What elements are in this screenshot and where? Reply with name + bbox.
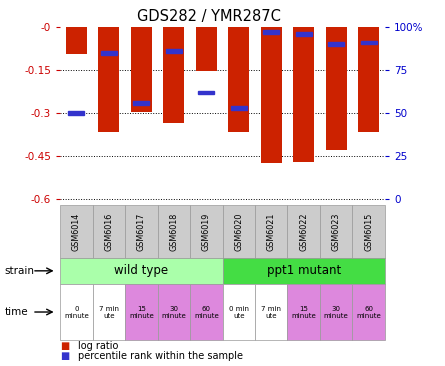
Text: 15
minute: 15 minute xyxy=(129,306,154,318)
Bar xyxy=(66,27,87,54)
Text: GSM6021: GSM6021 xyxy=(267,212,276,251)
Bar xyxy=(295,32,312,36)
Text: ppt1 mutant: ppt1 mutant xyxy=(267,264,341,277)
Bar xyxy=(98,27,119,132)
Bar xyxy=(263,30,279,34)
Bar xyxy=(261,27,282,163)
Text: 15
minute: 15 minute xyxy=(291,306,316,318)
Text: 0
minute: 0 minute xyxy=(64,306,89,318)
Bar xyxy=(133,101,150,105)
Text: 60
minute: 60 minute xyxy=(194,306,218,318)
Text: GSM6019: GSM6019 xyxy=(202,212,211,251)
Text: log ratio: log ratio xyxy=(78,341,118,351)
Bar xyxy=(131,27,152,112)
Bar xyxy=(68,111,85,115)
Text: 7 min
ute: 7 min ute xyxy=(261,306,281,318)
Bar xyxy=(360,41,377,44)
Bar xyxy=(231,106,247,110)
Text: GSM6020: GSM6020 xyxy=(234,212,243,251)
Bar xyxy=(166,49,182,53)
Text: GSM6016: GSM6016 xyxy=(104,212,113,251)
Text: 7 min
ute: 7 min ute xyxy=(99,306,119,318)
Bar xyxy=(101,51,117,55)
Text: percentile rank within the sample: percentile rank within the sample xyxy=(78,351,243,361)
Text: 30
minute: 30 minute xyxy=(324,306,348,318)
Bar xyxy=(196,27,217,71)
Bar xyxy=(293,27,314,162)
Bar xyxy=(326,27,347,150)
Bar xyxy=(358,27,379,132)
Text: 0 min
ute: 0 min ute xyxy=(229,306,249,318)
Text: GSM6017: GSM6017 xyxy=(137,212,146,251)
Text: 30
minute: 30 minute xyxy=(162,306,186,318)
Text: ■: ■ xyxy=(60,341,69,351)
Text: ■: ■ xyxy=(60,351,69,361)
Text: GSM6018: GSM6018 xyxy=(169,212,178,251)
Bar xyxy=(328,42,344,46)
Bar xyxy=(163,27,184,123)
Text: time: time xyxy=(4,307,28,317)
Text: wild type: wild type xyxy=(114,264,168,277)
Text: 60
minute: 60 minute xyxy=(356,306,381,318)
Bar xyxy=(228,27,249,132)
Text: GSM6015: GSM6015 xyxy=(364,212,373,251)
Text: GDS282 / YMR287C: GDS282 / YMR287C xyxy=(137,9,281,24)
Text: GSM6023: GSM6023 xyxy=(332,212,341,251)
Text: strain: strain xyxy=(4,266,34,276)
Bar xyxy=(198,91,214,94)
Text: GSM6022: GSM6022 xyxy=(299,212,308,251)
Text: GSM6014: GSM6014 xyxy=(72,212,81,251)
